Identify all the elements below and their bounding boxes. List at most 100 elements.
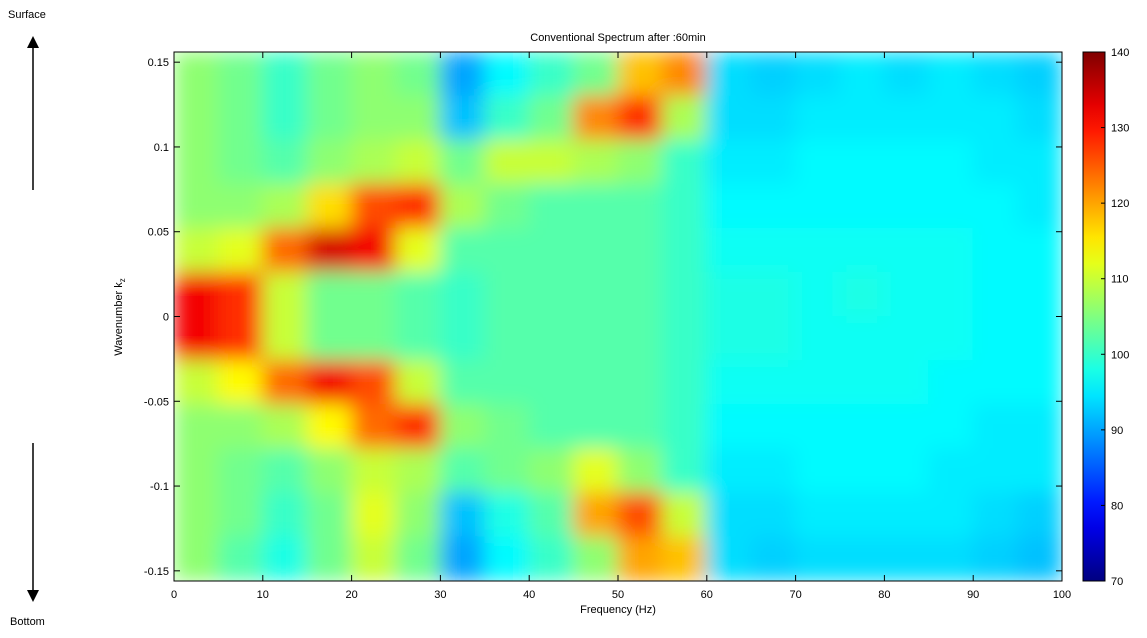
heatmap-cell xyxy=(706,316,752,362)
heatmap-cell xyxy=(928,139,974,185)
heatmap-cell xyxy=(1017,360,1062,406)
heatmap-cell xyxy=(795,536,841,581)
heatmap-cell xyxy=(484,139,530,185)
colorbar-tick-label: 110 xyxy=(1111,274,1129,286)
heatmap-cell xyxy=(262,316,308,362)
heatmap-cell xyxy=(750,316,797,362)
heatmap-cell xyxy=(528,404,575,450)
heatmap-cell xyxy=(839,95,885,141)
heatmap-cell xyxy=(306,183,353,229)
heatmap-cell xyxy=(661,316,708,362)
heatmap-cell xyxy=(439,448,486,494)
heatmap-cell xyxy=(661,492,708,538)
heatmap-cell xyxy=(351,404,397,450)
heatmap-cell xyxy=(750,536,797,581)
heatmap-cell xyxy=(484,183,530,229)
heatmap-cell xyxy=(439,536,486,581)
x-tick-label: 30 xyxy=(434,589,446,601)
heatmap-cell xyxy=(351,271,397,317)
heatmap-cell xyxy=(661,536,708,581)
heatmap-cell xyxy=(573,271,619,317)
heatmap-cell xyxy=(661,139,708,185)
heatmap-cell xyxy=(306,52,353,97)
colorbar-tick-label: 80 xyxy=(1111,500,1123,512)
heatmap-cell xyxy=(174,360,219,406)
heatmap-cell xyxy=(839,271,885,317)
heatmap-cell xyxy=(262,95,308,141)
heatmap-cell xyxy=(395,52,441,97)
heatmap-cell xyxy=(573,316,619,362)
heatmap-cell xyxy=(617,316,663,362)
heatmap-cell xyxy=(351,52,397,97)
heatmap-cell xyxy=(439,139,486,185)
heatmap-cell xyxy=(617,183,663,229)
heatmap-cell xyxy=(528,360,575,406)
heatmap-cell xyxy=(484,227,530,273)
heatmap-cell xyxy=(839,227,885,273)
heatmap-cell xyxy=(661,448,708,494)
heatmap-cell xyxy=(706,448,752,494)
heatmap-cell xyxy=(306,492,353,538)
heatmap-cell xyxy=(174,183,219,229)
y-tick-label: 0.05 xyxy=(148,227,169,239)
heatmap-cell xyxy=(972,271,1019,317)
heatmap-cell xyxy=(972,360,1019,406)
chart-title: Conventional Spectrum after :60min xyxy=(530,32,705,44)
heatmap-cell xyxy=(928,271,974,317)
heatmap-cell xyxy=(262,448,308,494)
heatmap-cell xyxy=(484,95,530,141)
heatmap-cell xyxy=(706,95,752,141)
heatmap-cell xyxy=(174,316,219,362)
heatmap-cell xyxy=(1017,95,1062,141)
heatmap-cell xyxy=(706,536,752,581)
x-tick-label: 0 xyxy=(171,589,177,601)
heatmap-cell xyxy=(439,404,486,450)
heatmap-cell xyxy=(839,404,885,450)
heatmap-cell xyxy=(750,183,797,229)
heatmap-cell xyxy=(661,95,708,141)
y-tick-label: 0.15 xyxy=(148,57,169,69)
heatmap-cell xyxy=(484,316,530,362)
heatmap-cell xyxy=(351,316,397,362)
heatmap-cell xyxy=(706,227,752,273)
heatmap-cell xyxy=(306,536,353,581)
heatmap-cell xyxy=(795,492,841,538)
heatmap-cell xyxy=(1017,271,1062,317)
heatmap-cell xyxy=(573,139,619,185)
heatmap-cell xyxy=(1017,139,1062,185)
heatmap-cell xyxy=(395,404,441,450)
heatmap-cell xyxy=(573,227,619,273)
y-tick-label: -0.1 xyxy=(150,481,169,493)
heatmap-cell xyxy=(972,183,1019,229)
colorbar-tick-label: 90 xyxy=(1111,425,1123,437)
x-tick-label: 80 xyxy=(878,589,890,601)
heatmap-cell xyxy=(617,404,663,450)
heatmap-cell xyxy=(306,227,353,273)
heatmap-cell xyxy=(573,492,619,538)
heatmap-cell xyxy=(262,271,308,317)
x-tick-label: 70 xyxy=(789,589,801,601)
heatmap-cell xyxy=(928,492,974,538)
heatmap-cell xyxy=(617,536,663,581)
heatmap-cell xyxy=(795,227,841,273)
heatmap-cell xyxy=(395,536,441,581)
heatmap-cell xyxy=(528,492,575,538)
heatmap-cell xyxy=(795,139,841,185)
heatmap-cells xyxy=(174,52,1062,581)
heatmap-cell xyxy=(351,448,397,494)
heatmap-cell xyxy=(217,227,264,273)
heatmap-cell xyxy=(617,139,663,185)
heatmap-cell xyxy=(883,183,930,229)
heatmap-cell xyxy=(839,183,885,229)
heatmap-cell xyxy=(795,183,841,229)
heatmap-cell xyxy=(928,227,974,273)
heatmap-cell xyxy=(750,95,797,141)
heatmap-cell xyxy=(395,95,441,141)
heatmap-cell xyxy=(528,139,575,185)
heatmap-cell xyxy=(573,95,619,141)
heatmap-cell xyxy=(484,536,530,581)
heatmap-cell xyxy=(395,492,441,538)
heatmap-cell xyxy=(706,360,752,406)
heatmap-cell xyxy=(174,52,219,97)
